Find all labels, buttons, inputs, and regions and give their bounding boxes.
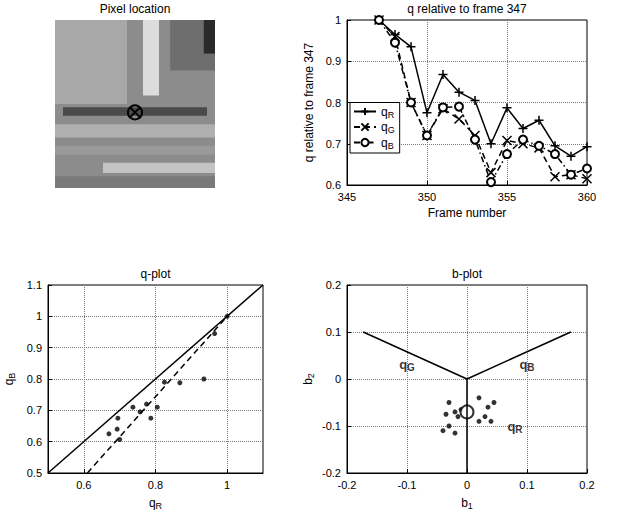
svg-text:0.6: 0.6 — [326, 179, 341, 191]
svg-text:350: 350 — [418, 191, 436, 203]
svg-text:0.7: 0.7 — [326, 138, 341, 150]
svg-text:Pixel location: Pixel location — [100, 2, 171, 16]
svg-text:0.8: 0.8 — [27, 373, 42, 385]
svg-text:R: R — [156, 501, 163, 511]
svg-text:1.1: 1.1 — [27, 279, 42, 291]
svg-text:G: G — [407, 362, 415, 373]
svg-text:R: R — [515, 424, 523, 435]
svg-text:2: 2 — [306, 373, 316, 378]
svg-text:0.2: 0.2 — [579, 479, 594, 491]
svg-text:q: q — [149, 496, 156, 510]
svg-text:-0.2: -0.2 — [338, 479, 357, 491]
svg-text:q: q — [519, 357, 527, 372]
svg-text:q: q — [2, 379, 16, 386]
svg-text:q: q — [381, 136, 388, 150]
svg-text:360: 360 — [578, 191, 596, 203]
svg-text:0: 0 — [335, 373, 341, 385]
svg-text:R: R — [388, 110, 395, 120]
svg-text:0.8: 0.8 — [326, 97, 341, 109]
svg-text:0.7: 0.7 — [27, 404, 42, 416]
svg-text:355: 355 — [498, 191, 516, 203]
svg-text:1: 1 — [335, 14, 341, 26]
svg-text:-0.1: -0.1 — [322, 420, 341, 432]
svg-text:b-plot: b-plot — [452, 267, 483, 281]
svg-text:q relative to frame 347: q relative to frame 347 — [302, 42, 316, 162]
svg-text:0.1: 0.1 — [326, 326, 341, 338]
svg-text:b: b — [300, 378, 315, 385]
svg-text:q: q — [381, 120, 388, 134]
svg-text:0: 0 — [464, 479, 470, 491]
svg-text:b: b — [461, 495, 468, 510]
svg-text:0.9: 0.9 — [27, 342, 42, 354]
svg-text:q relative to frame 347: q relative to frame 347 — [407, 2, 527, 16]
svg-text:B: B — [527, 362, 534, 373]
svg-text:0.2: 0.2 — [326, 279, 341, 291]
svg-text:q: q — [507, 419, 515, 434]
svg-text:Frame number: Frame number — [428, 206, 507, 220]
svg-text:0.9: 0.9 — [326, 55, 341, 67]
svg-text:1: 1 — [468, 501, 473, 511]
svg-text:0.1: 0.1 — [519, 479, 534, 491]
svg-text:1: 1 — [36, 310, 42, 322]
svg-text:0.5: 0.5 — [27, 467, 42, 479]
svg-text:B: B — [388, 141, 394, 151]
svg-text:345: 345 — [338, 191, 356, 203]
svg-text:0.6: 0.6 — [27, 436, 42, 448]
svg-text:0.6: 0.6 — [76, 479, 91, 491]
svg-text:0.8: 0.8 — [148, 479, 163, 491]
svg-text:q: q — [381, 105, 388, 119]
svg-text:q-plot: q-plot — [140, 267, 171, 281]
svg-text:-0.1: -0.1 — [398, 479, 417, 491]
svg-text:q: q — [399, 357, 407, 372]
svg-text:B: B — [7, 373, 17, 379]
svg-text:G: G — [388, 125, 395, 135]
svg-text:1: 1 — [224, 479, 230, 491]
svg-text:-0.2: -0.2 — [322, 467, 341, 479]
